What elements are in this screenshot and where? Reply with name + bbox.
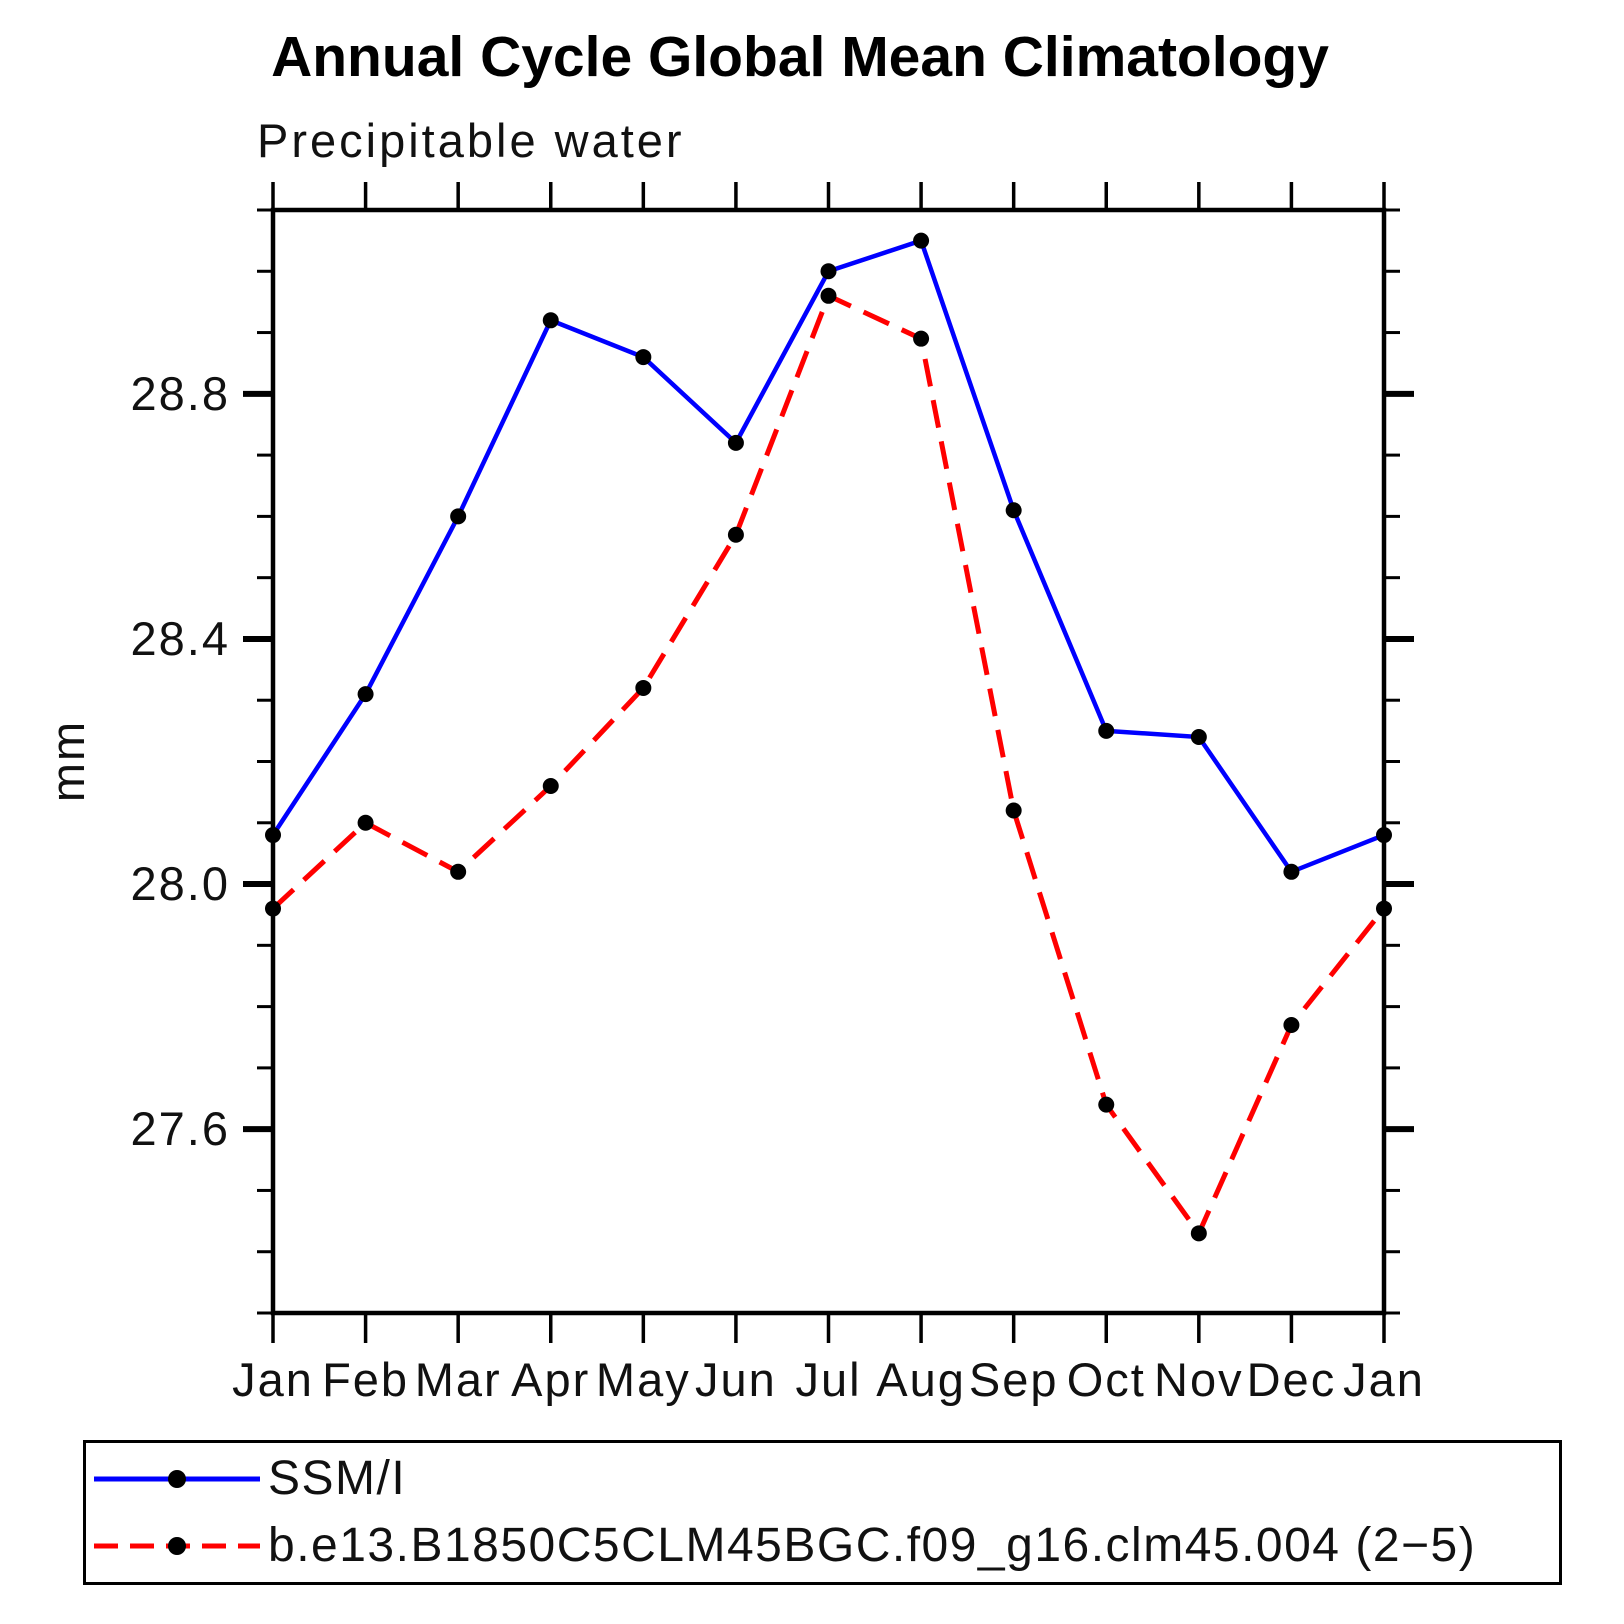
data-point-marker: [1190, 1225, 1207, 1242]
data-point-marker: [450, 863, 467, 880]
data-point-marker: [1190, 728, 1207, 745]
data-point-marker: [727, 526, 744, 543]
data-point-marker: [357, 814, 374, 831]
data-point-marker: [820, 287, 837, 304]
x-tick-label: Aug: [876, 1353, 966, 1406]
data-point-marker: [913, 232, 930, 249]
legend-marker: [168, 1470, 186, 1488]
data-point-marker: [1005, 502, 1022, 519]
data-point-marker: [635, 349, 652, 366]
legend-box: SSM/I b.e13.B1850C5CLM45BGC.f09_g16.clm4…: [83, 1440, 1562, 1585]
x-tick-label: Jun: [695, 1353, 777, 1406]
x-tick-label: Sep: [969, 1353, 1059, 1406]
x-tick-label: May: [596, 1353, 691, 1406]
x-tick-label: Jan: [1343, 1353, 1425, 1406]
data-point-marker: [450, 508, 467, 525]
data-point-marker: [727, 434, 744, 451]
legend-line-sample-model: [94, 1537, 260, 1555]
chart-title: Annual Cycle Global Mean Climatology: [271, 25, 1329, 89]
x-tick-label: Feb: [322, 1353, 409, 1406]
data-point-marker: [1283, 1016, 1300, 1033]
x-tick-label: Apr: [511, 1353, 590, 1406]
legend-marker: [168, 1537, 186, 1555]
x-tick-label: Nov: [1154, 1353, 1244, 1406]
data-point-marker: [1283, 863, 1300, 880]
plot-frame: [270, 207, 1387, 1316]
data-point-marker: [265, 900, 281, 917]
x-tick-label: Dec: [1247, 1353, 1337, 1406]
data-point-marker: [913, 330, 930, 347]
legend-line-sample-ssmi: [94, 1470, 260, 1488]
data-point-marker: [1098, 1096, 1115, 1113]
data-point-marker: [265, 827, 281, 844]
chart-subtitle: Precipitable water: [257, 114, 685, 167]
data-point-marker: [1005, 802, 1022, 819]
data-point-marker: [542, 312, 559, 329]
data-point-marker: [542, 778, 559, 795]
data-point-marker: [1376, 900, 1392, 917]
data-point-marker: [820, 263, 837, 280]
x-tick-label: Mar: [415, 1353, 502, 1406]
legend-item-model: b.e13.B1850C5CLM45BGC.f09_g16.clm45.004 …: [92, 1518, 1476, 1574]
data-point-marker: [1376, 827, 1392, 844]
y-tick-label: 28.8: [131, 367, 230, 420]
y-tick-label: 28.4: [131, 612, 230, 665]
data-point-marker: [635, 679, 652, 696]
x-tick-label: Jul: [795, 1353, 861, 1406]
ssmi-line: [271, 237, 1385, 875]
data-point-marker: [357, 686, 374, 703]
x-tick-label: Jan: [232, 1353, 314, 1406]
legend-item-ssmi: SSM/I: [92, 1451, 406, 1507]
legend-label-model: b.e13.B1850C5CLM45BGC.f09_g16.clm45.004 …: [268, 1519, 1477, 1572]
y-tick-label: 27.6: [131, 1102, 230, 1155]
data-point-marker: [1098, 722, 1115, 739]
legend-label-ssmi: SSM/I: [268, 1452, 407, 1505]
x-tick-label: Oct: [1067, 1353, 1146, 1406]
y-tick-label: 28.0: [131, 857, 230, 910]
